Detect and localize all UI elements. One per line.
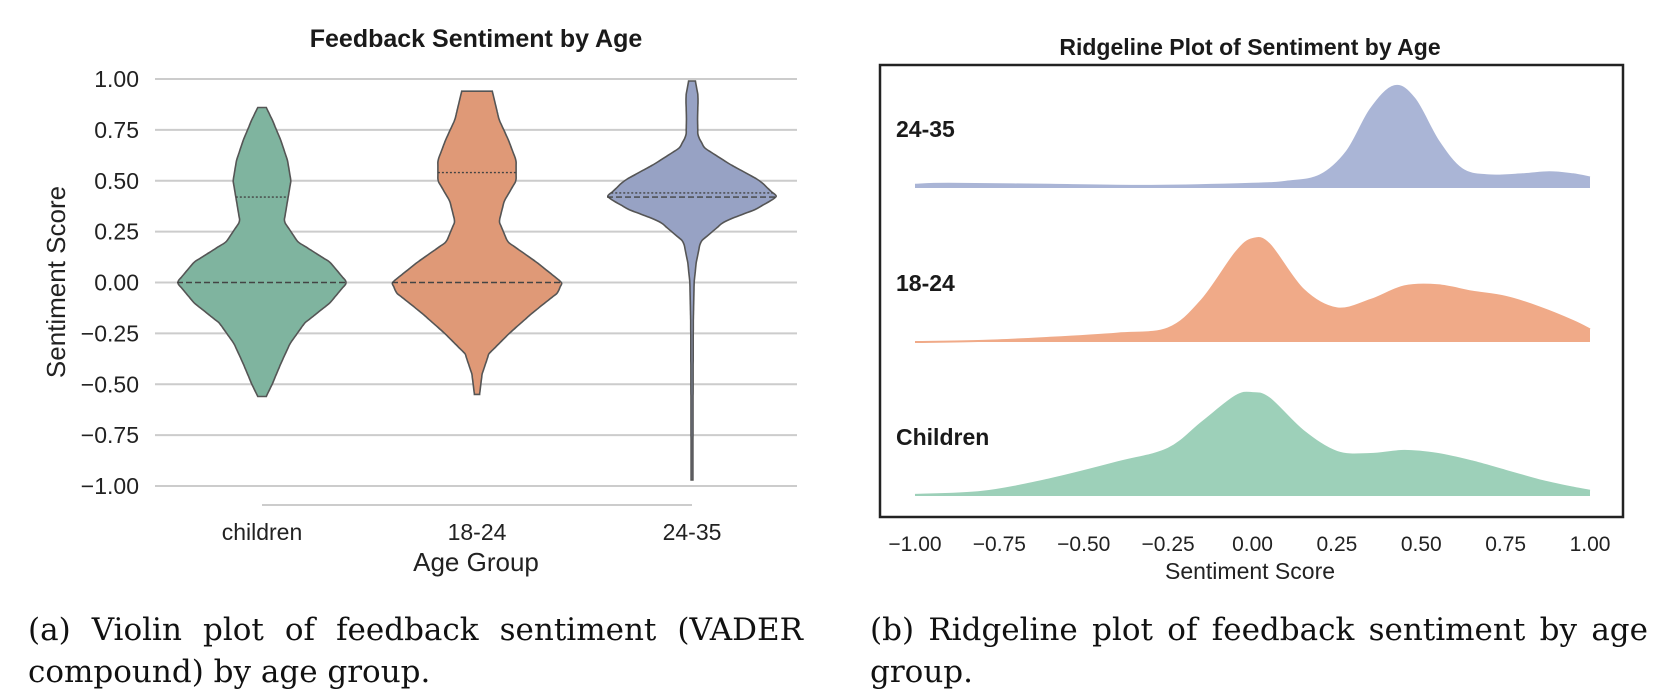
violin-y-tick-label: 0.25 — [94, 219, 139, 245]
violin-y-tick-label: −0.25 — [81, 320, 139, 346]
violin-chart: Feedback Sentiment by Age 1.00 0.75 0.50 0.… — [41, 25, 797, 577]
violin-children — [177, 106, 347, 398]
violin-y-tick-label: 0.00 — [94, 270, 139, 296]
violin-x-tick-label: 18-24 — [448, 519, 507, 545]
ridgeline-chart: Ridgeline Plot of Sentiment by Age 24-35… — [878, 34, 1625, 584]
violin-chart-title: Feedback Sentiment by Age — [310, 25, 643, 53]
figure-canvas: Feedback Sentiment by Age 1.00 0.75 0.50 0.… — [41, 25, 1625, 584]
ridgeline-x-tick-label: 0.00 — [1232, 533, 1273, 556]
ridgeline-x-tick-label: −0.75 — [973, 533, 1026, 556]
ridgeline-x-tick-label: −0.50 — [1057, 533, 1110, 556]
ridge-outline — [914, 391, 1591, 496]
violin-x-tick-label: 24-35 — [663, 519, 722, 545]
ridgeline-chart-title: Ridgeline Plot of Sentiment by Age — [1059, 34, 1440, 60]
violin-y-tick-labels: 1.00 0.75 0.50 0.25 0.00 −0.25 −0.50 −0.75 −1.00 — [81, 66, 139, 499]
violin-18-24 — [391, 90, 563, 396]
ridgeline-x-tick-label: 0.50 — [1401, 533, 1442, 556]
violin-x-tick-label: children — [222, 519, 303, 545]
ridgeline-x-tick-label: −0.25 — [1142, 533, 1195, 556]
ridge-18-24 — [915, 237, 1590, 342]
ridgeline-x-axis-label: Sentiment Score — [1165, 558, 1335, 584]
ridgeline-x-tick-label: 0.75 — [1485, 533, 1526, 556]
ridge-24-35 — [915, 85, 1590, 188]
caption-a: (a) Violin plot of feedback sentiment (V… — [28, 612, 803, 690]
ridge-outline — [914, 236, 1591, 343]
violin-y-tick-label: −1.00 — [81, 473, 139, 499]
violin-y-tick-label: 0.50 — [94, 168, 139, 194]
ridgeline-plot-frame — [878, 63, 1625, 519]
violin-x-axis-label: Age Group — [413, 547, 539, 577]
violin-y-axis-label: Sentiment Score — [41, 186, 71, 378]
ridge-series-label: 18-24 — [896, 270, 955, 296]
caption-b: (b) Ridgeline plot of feedback sentiment… — [870, 612, 1648, 690]
violin-x-tick-labels: children 18-24 24-35 — [222, 519, 722, 545]
ridge-outline — [914, 84, 1591, 187]
ridgeline-densities — [914, 84, 1591, 496]
ridgeline-series-labels: 24-35 18-24 Children — [896, 116, 989, 450]
ridge-series-label: 24-35 — [896, 116, 955, 142]
violin-y-tick-label: 1.00 — [94, 66, 139, 92]
violin-y-tick-label: −0.75 — [81, 422, 139, 448]
ridgeline-x-tick-label: −1.00 — [888, 533, 941, 556]
ridgeline-x-tick-label: 0.25 — [1316, 533, 1357, 556]
ridgeline-x-tick-labels: −1.00 −0.75 −0.50 −0.25 0.00 0.25 0.50 0.75 1.00 — [888, 533, 1610, 556]
ridge-Children — [915, 392, 1590, 496]
violin-bodies — [177, 80, 777, 481]
ridgeline-x-tick-label: 1.00 — [1570, 533, 1611, 556]
violin-y-tick-label: 0.75 — [94, 117, 139, 143]
ridge-series-label: Children — [896, 424, 989, 450]
violin-24-35 — [607, 80, 777, 481]
violin-y-tick-label: −0.50 — [81, 371, 139, 397]
